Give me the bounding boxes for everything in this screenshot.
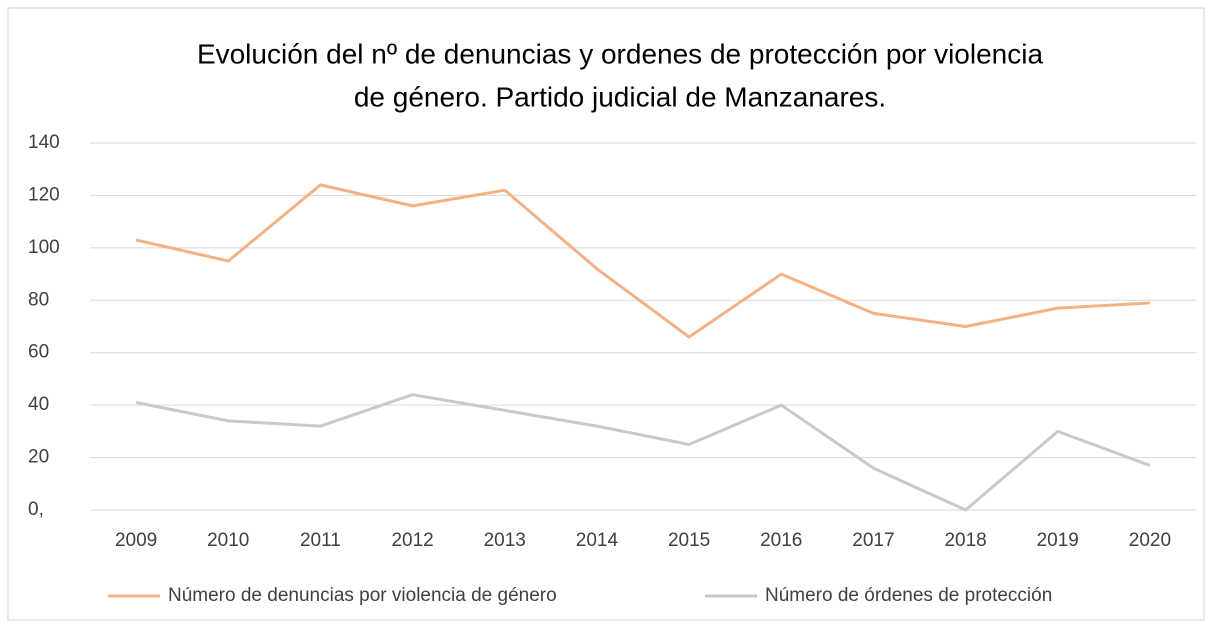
x-tick-label: 2020 [1129,530,1171,551]
x-tick-label: 2017 [852,530,894,551]
x-tick-label: 2014 [576,530,619,551]
y-tick-label: 80 [28,289,49,310]
legend-label: Número de denuncias por violencia de gén… [168,585,557,606]
chart-border [7,7,1205,621]
y-tick-label: 20 [28,447,49,468]
y-tick-label: 40 [28,394,49,415]
x-tick-label: 2012 [391,530,433,551]
chart-title: de género. Partido judicial de Manzanare… [354,81,886,112]
legend-label: Número de órdenes de protección [765,585,1052,606]
x-tick-label: 2013 [484,530,526,551]
y-tick-label: 100 [28,237,60,258]
x-tick-label: 2009 [115,530,157,551]
y-tick-label: 140 [28,132,60,153]
chart-title: Evolución del nº de denuncias y ordenes … [197,38,1044,69]
series-line [135,393,1151,512]
x-tick-label: 2011 [300,530,341,551]
x-tick-label: 2018 [944,530,986,551]
y-tick-label: 120 [28,184,60,205]
x-tick-label: 2019 [1037,530,1079,551]
y-tick-label: 60 [28,342,49,363]
series-line [135,183,1150,339]
x-tick-label: 2015 [668,530,710,551]
y-tick-label: 0, [28,499,44,520]
x-tick-label: 2010 [207,530,249,551]
x-tick-label: 2016 [760,530,802,551]
